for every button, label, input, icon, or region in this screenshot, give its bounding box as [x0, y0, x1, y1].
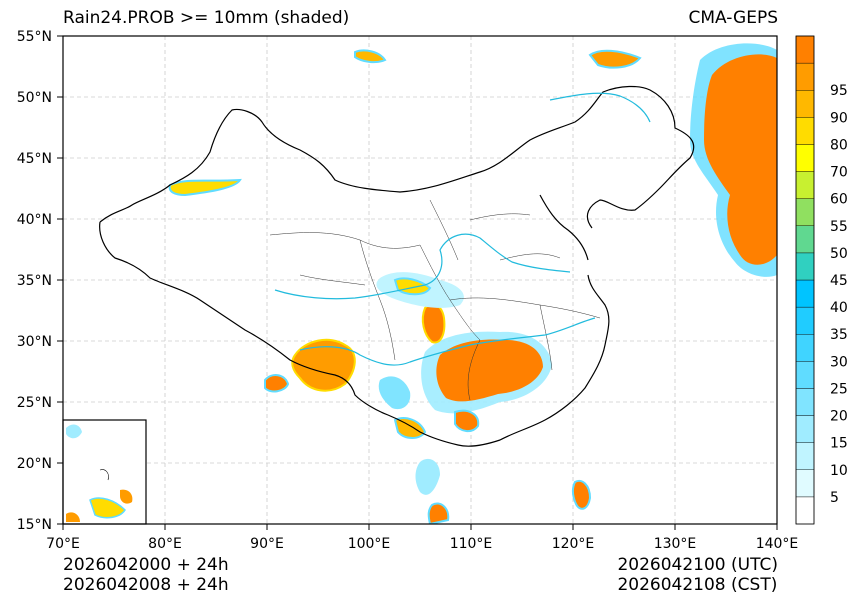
colorbar-label: 15: [830, 436, 848, 452]
colorbar-label: 10: [830, 463, 848, 479]
south-china-sea-inset: [62, 419, 147, 525]
lon-tick-label: 130°E: [654, 536, 697, 552]
colorbar-cell: [795, 90, 815, 118]
colorbar-cell: [795, 198, 815, 226]
lon-tick-label: 100°E: [348, 536, 391, 552]
lat-tick-label: 40°N: [17, 212, 52, 228]
lon-tick-label: 90°E: [250, 536, 284, 552]
colorbar-cell: [795, 144, 815, 172]
init-cst: 2026042008 + 24h: [63, 575, 229, 595]
colorbar-label: 70: [830, 165, 848, 181]
colorbar-cell: [795, 117, 815, 145]
lat-tick-label: 45°N: [17, 151, 52, 167]
colorbar-cell: [795, 469, 815, 498]
rivers: [274, 92, 651, 366]
colorbar-cell: [795, 415, 815, 443]
lon-tick-label: 70°E: [46, 536, 80, 552]
colorbar-cell: [795, 306, 815, 335]
colorbar-cell: [795, 62, 815, 91]
valid-cst: 2026042108 (CST): [617, 575, 778, 595]
colorbar-label: 80: [830, 137, 848, 153]
province-borders: [269, 199, 601, 401]
lon-tick-label: 110°E: [450, 536, 493, 552]
lat-tick-label: 30°N: [17, 334, 52, 350]
colorbar-label: 30: [830, 354, 848, 370]
lat-tick-label: 55°N: [17, 29, 52, 45]
colorbar-label: 35: [830, 327, 848, 343]
model-name: CMA-GEPS: [688, 8, 778, 28]
colorbar-label: 45: [830, 273, 848, 289]
lat-tick-label: 20°N: [17, 456, 52, 472]
colorbar-cell: [795, 388, 815, 416]
colorbar-cell: [795, 252, 815, 281]
probability-shading: [168, 43, 777, 524]
init-utc: 2026042000 + 24h: [63, 555, 229, 575]
valid-time: 2026042100 (UTC) 2026042108 (CST): [617, 555, 778, 595]
colorbar-cell: [795, 35, 815, 64]
colorbar-label: 50: [830, 246, 848, 262]
colorbar-cell: [795, 225, 815, 254]
lat-tick-label: 50°N: [17, 90, 52, 106]
init-time: 2026042000 + 24h 2026042008 + 24h: [63, 555, 229, 595]
colorbar-label: 40: [830, 300, 848, 316]
colorbar-cell: [795, 334, 815, 362]
colorbar-cell: [795, 279, 815, 308]
longitude-axis: 70°E 80°E 90°E 100°E 110°E 120°E 130°E 1…: [46, 524, 798, 552]
colorbar: 5 10 15 20 25 30 35 40 45 50 55 60 70 80 90 95: [795, 35, 848, 525]
colorbar-label: 60: [830, 192, 848, 208]
colorbar-cell: [795, 361, 815, 389]
map-title: Rain24.PROB >= 10mm (shaded): [63, 8, 350, 28]
gridlines: [63, 36, 777, 524]
colorbar-cell: [795, 496, 815, 525]
valid-utc: 2026042100 (UTC): [617, 555, 778, 575]
colorbar-label: 95: [830, 83, 848, 99]
colorbar-label: 55: [830, 219, 848, 235]
colorbar-label: 20: [830, 409, 848, 425]
colorbar-label: 25: [830, 381, 848, 397]
colorbar-cell: [795, 442, 815, 470]
colorbar-label: 90: [830, 110, 848, 126]
lat-tick-label: 25°N: [17, 395, 52, 411]
colorbar-cell: [795, 171, 815, 199]
colorbar-label: 5: [830, 490, 839, 506]
lon-tick-label: 140°E: [756, 536, 799, 552]
lat-tick-label: 15°N: [17, 517, 52, 533]
national-borders: [99, 85, 695, 447]
latitude-axis: 15°N 20°N 25°N 30°N 35°N 40°N 45°N 50°N …: [17, 29, 63, 533]
lon-tick-label: 80°E: [148, 536, 182, 552]
lat-tick-label: 35°N: [17, 273, 52, 289]
lon-tick-label: 120°E: [552, 536, 595, 552]
